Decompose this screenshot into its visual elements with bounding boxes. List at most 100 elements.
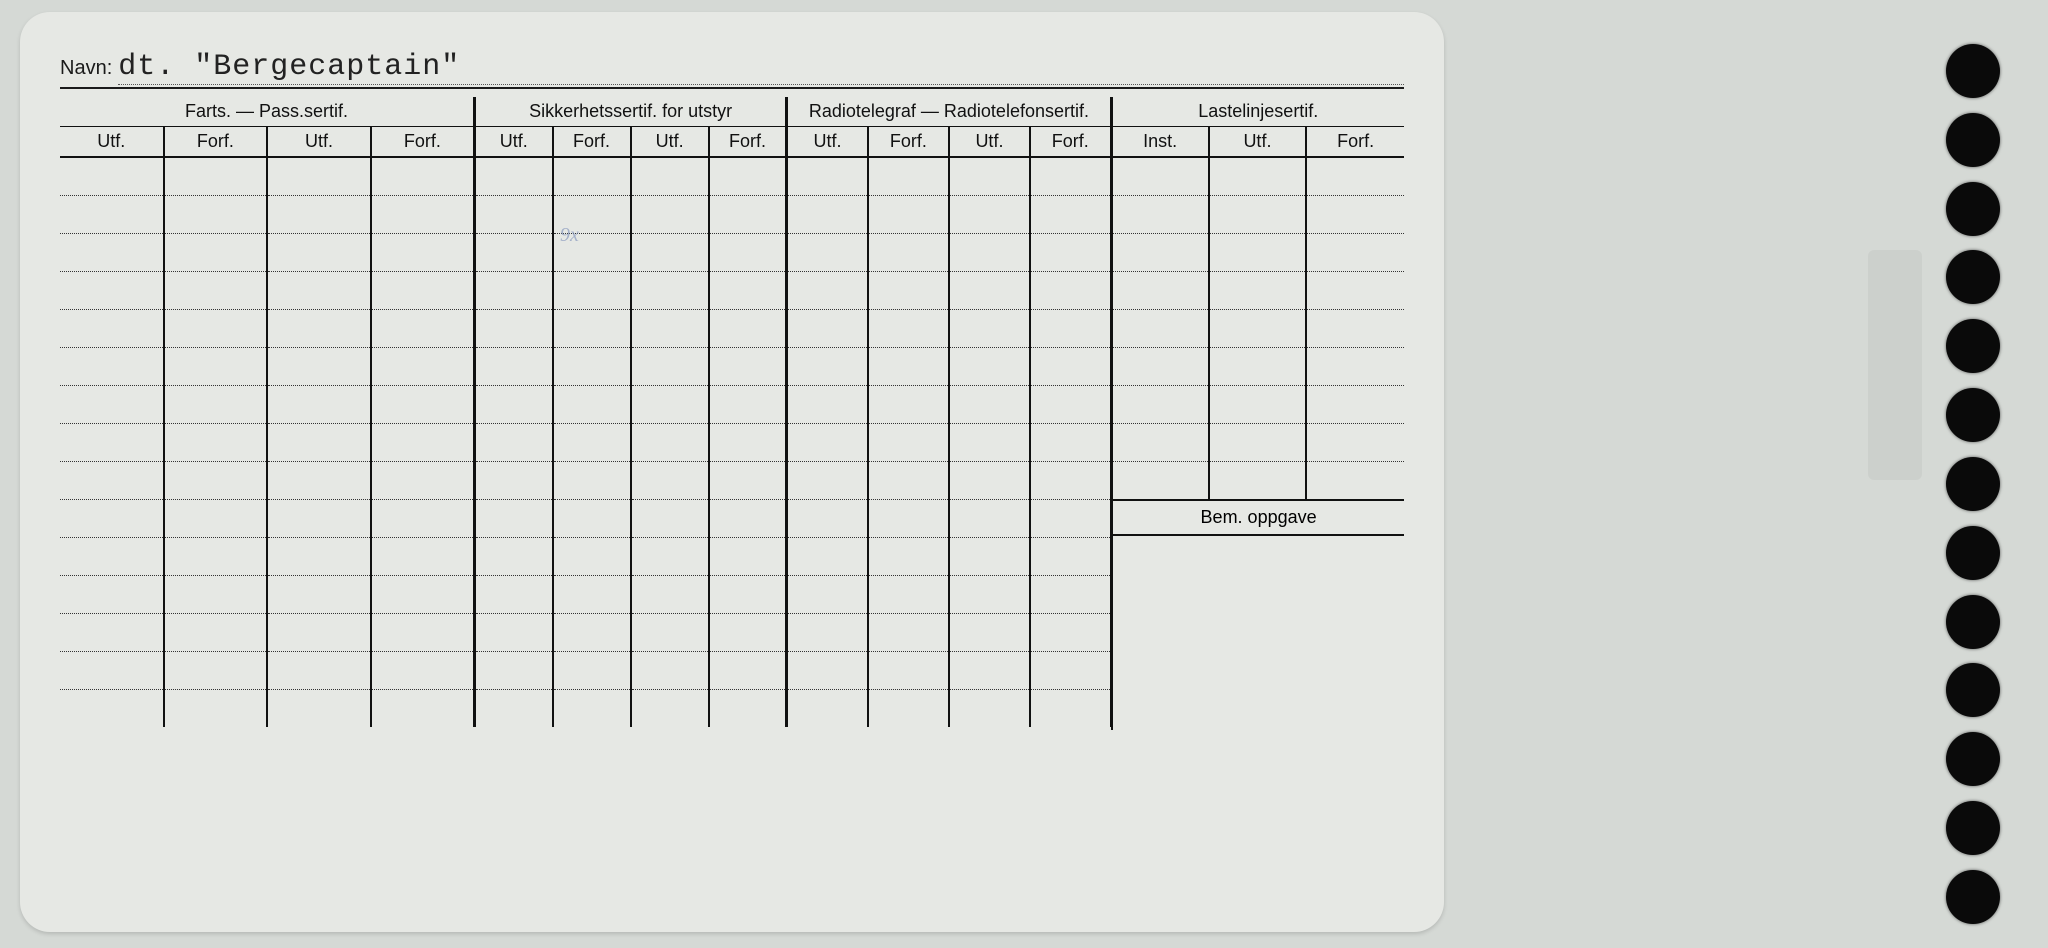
group-header: Farts. — Pass.sertif. — [60, 97, 474, 127]
cell — [474, 385, 552, 423]
cell — [1111, 461, 1209, 499]
cell — [1030, 689, 1111, 727]
cell — [631, 575, 709, 613]
cell — [631, 537, 709, 575]
navn-value: dt. "Bergecaptain" — [118, 52, 1404, 85]
cell — [868, 613, 949, 651]
cell — [949, 195, 1030, 233]
cell — [709, 461, 787, 499]
cell — [60, 233, 164, 271]
cell — [553, 385, 631, 423]
cell — [371, 537, 475, 575]
cell — [1306, 195, 1404, 233]
cell — [267, 309, 371, 347]
cell — [60, 689, 164, 727]
cell — [631, 195, 709, 233]
cell — [1209, 347, 1307, 385]
binder-hole — [1946, 44, 2000, 98]
cell — [868, 157, 949, 195]
cell — [1030, 423, 1111, 461]
cell — [631, 689, 709, 727]
cell — [787, 651, 868, 689]
cell — [631, 423, 709, 461]
cell — [709, 689, 787, 727]
cell — [868, 195, 949, 233]
handwritten-mark: 9x — [560, 224, 579, 247]
cell — [267, 385, 371, 423]
cell — [553, 613, 631, 651]
cell — [949, 499, 1030, 537]
cell — [787, 385, 868, 423]
cell — [1030, 271, 1111, 309]
table-row — [60, 423, 1404, 461]
cell — [474, 347, 552, 385]
cell — [1030, 461, 1111, 499]
cell — [60, 613, 164, 651]
cell — [787, 613, 868, 651]
cell — [474, 537, 552, 575]
cell — [631, 157, 709, 195]
cell — [709, 499, 787, 537]
binder-hole — [1946, 595, 2000, 649]
cell — [1209, 309, 1307, 347]
cell — [787, 309, 868, 347]
cell — [267, 461, 371, 499]
cell — [868, 461, 949, 499]
cell — [868, 309, 949, 347]
cell — [371, 575, 475, 613]
cell — [553, 651, 631, 689]
cell — [164, 347, 268, 385]
bem-oppgave-body — [1113, 536, 1404, 730]
cell — [371, 689, 475, 727]
cell — [868, 271, 949, 309]
cell — [1111, 347, 1209, 385]
cell — [1030, 613, 1111, 651]
sub-header-utf: Utf. — [474, 127, 552, 158]
cell — [1030, 157, 1111, 195]
cell — [371, 613, 475, 651]
cell — [60, 271, 164, 309]
cell — [631, 651, 709, 689]
cell — [1030, 309, 1111, 347]
cell — [1111, 423, 1209, 461]
cell — [1030, 575, 1111, 613]
cell — [164, 309, 268, 347]
cell — [787, 423, 868, 461]
sub-header-forf: Forf. — [553, 127, 631, 158]
cell — [868, 423, 949, 461]
cell — [164, 271, 268, 309]
cell — [1306, 385, 1404, 423]
cell — [553, 309, 631, 347]
cell — [553, 499, 631, 537]
cell — [60, 309, 164, 347]
group-header: Sikkerhetssertif. for utstyr — [474, 97, 786, 127]
table-row — [60, 271, 1404, 309]
cell — [787, 195, 868, 233]
cell — [709, 537, 787, 575]
cell — [553, 423, 631, 461]
cell — [164, 195, 268, 233]
cell — [371, 385, 475, 423]
cell — [267, 423, 371, 461]
group-header: Radiotelegraf — Radiotelefonsertif. — [787, 97, 1111, 127]
cell — [949, 271, 1030, 309]
cell — [267, 347, 371, 385]
sub-header-utf: Utf. — [787, 127, 868, 158]
cell — [164, 689, 268, 727]
table-row — [60, 385, 1404, 423]
cell — [60, 537, 164, 575]
table-row — [60, 347, 1404, 385]
navn-label: Navn: — [60, 57, 112, 80]
cell — [949, 575, 1030, 613]
cell — [1209, 423, 1307, 461]
cell — [60, 385, 164, 423]
cell — [1209, 271, 1307, 309]
cell — [631, 347, 709, 385]
cell — [709, 157, 787, 195]
cell — [949, 233, 1030, 271]
binder-hole — [1946, 801, 2000, 855]
cell — [267, 157, 371, 195]
cell — [631, 613, 709, 651]
cell — [474, 613, 552, 651]
cell — [474, 195, 552, 233]
